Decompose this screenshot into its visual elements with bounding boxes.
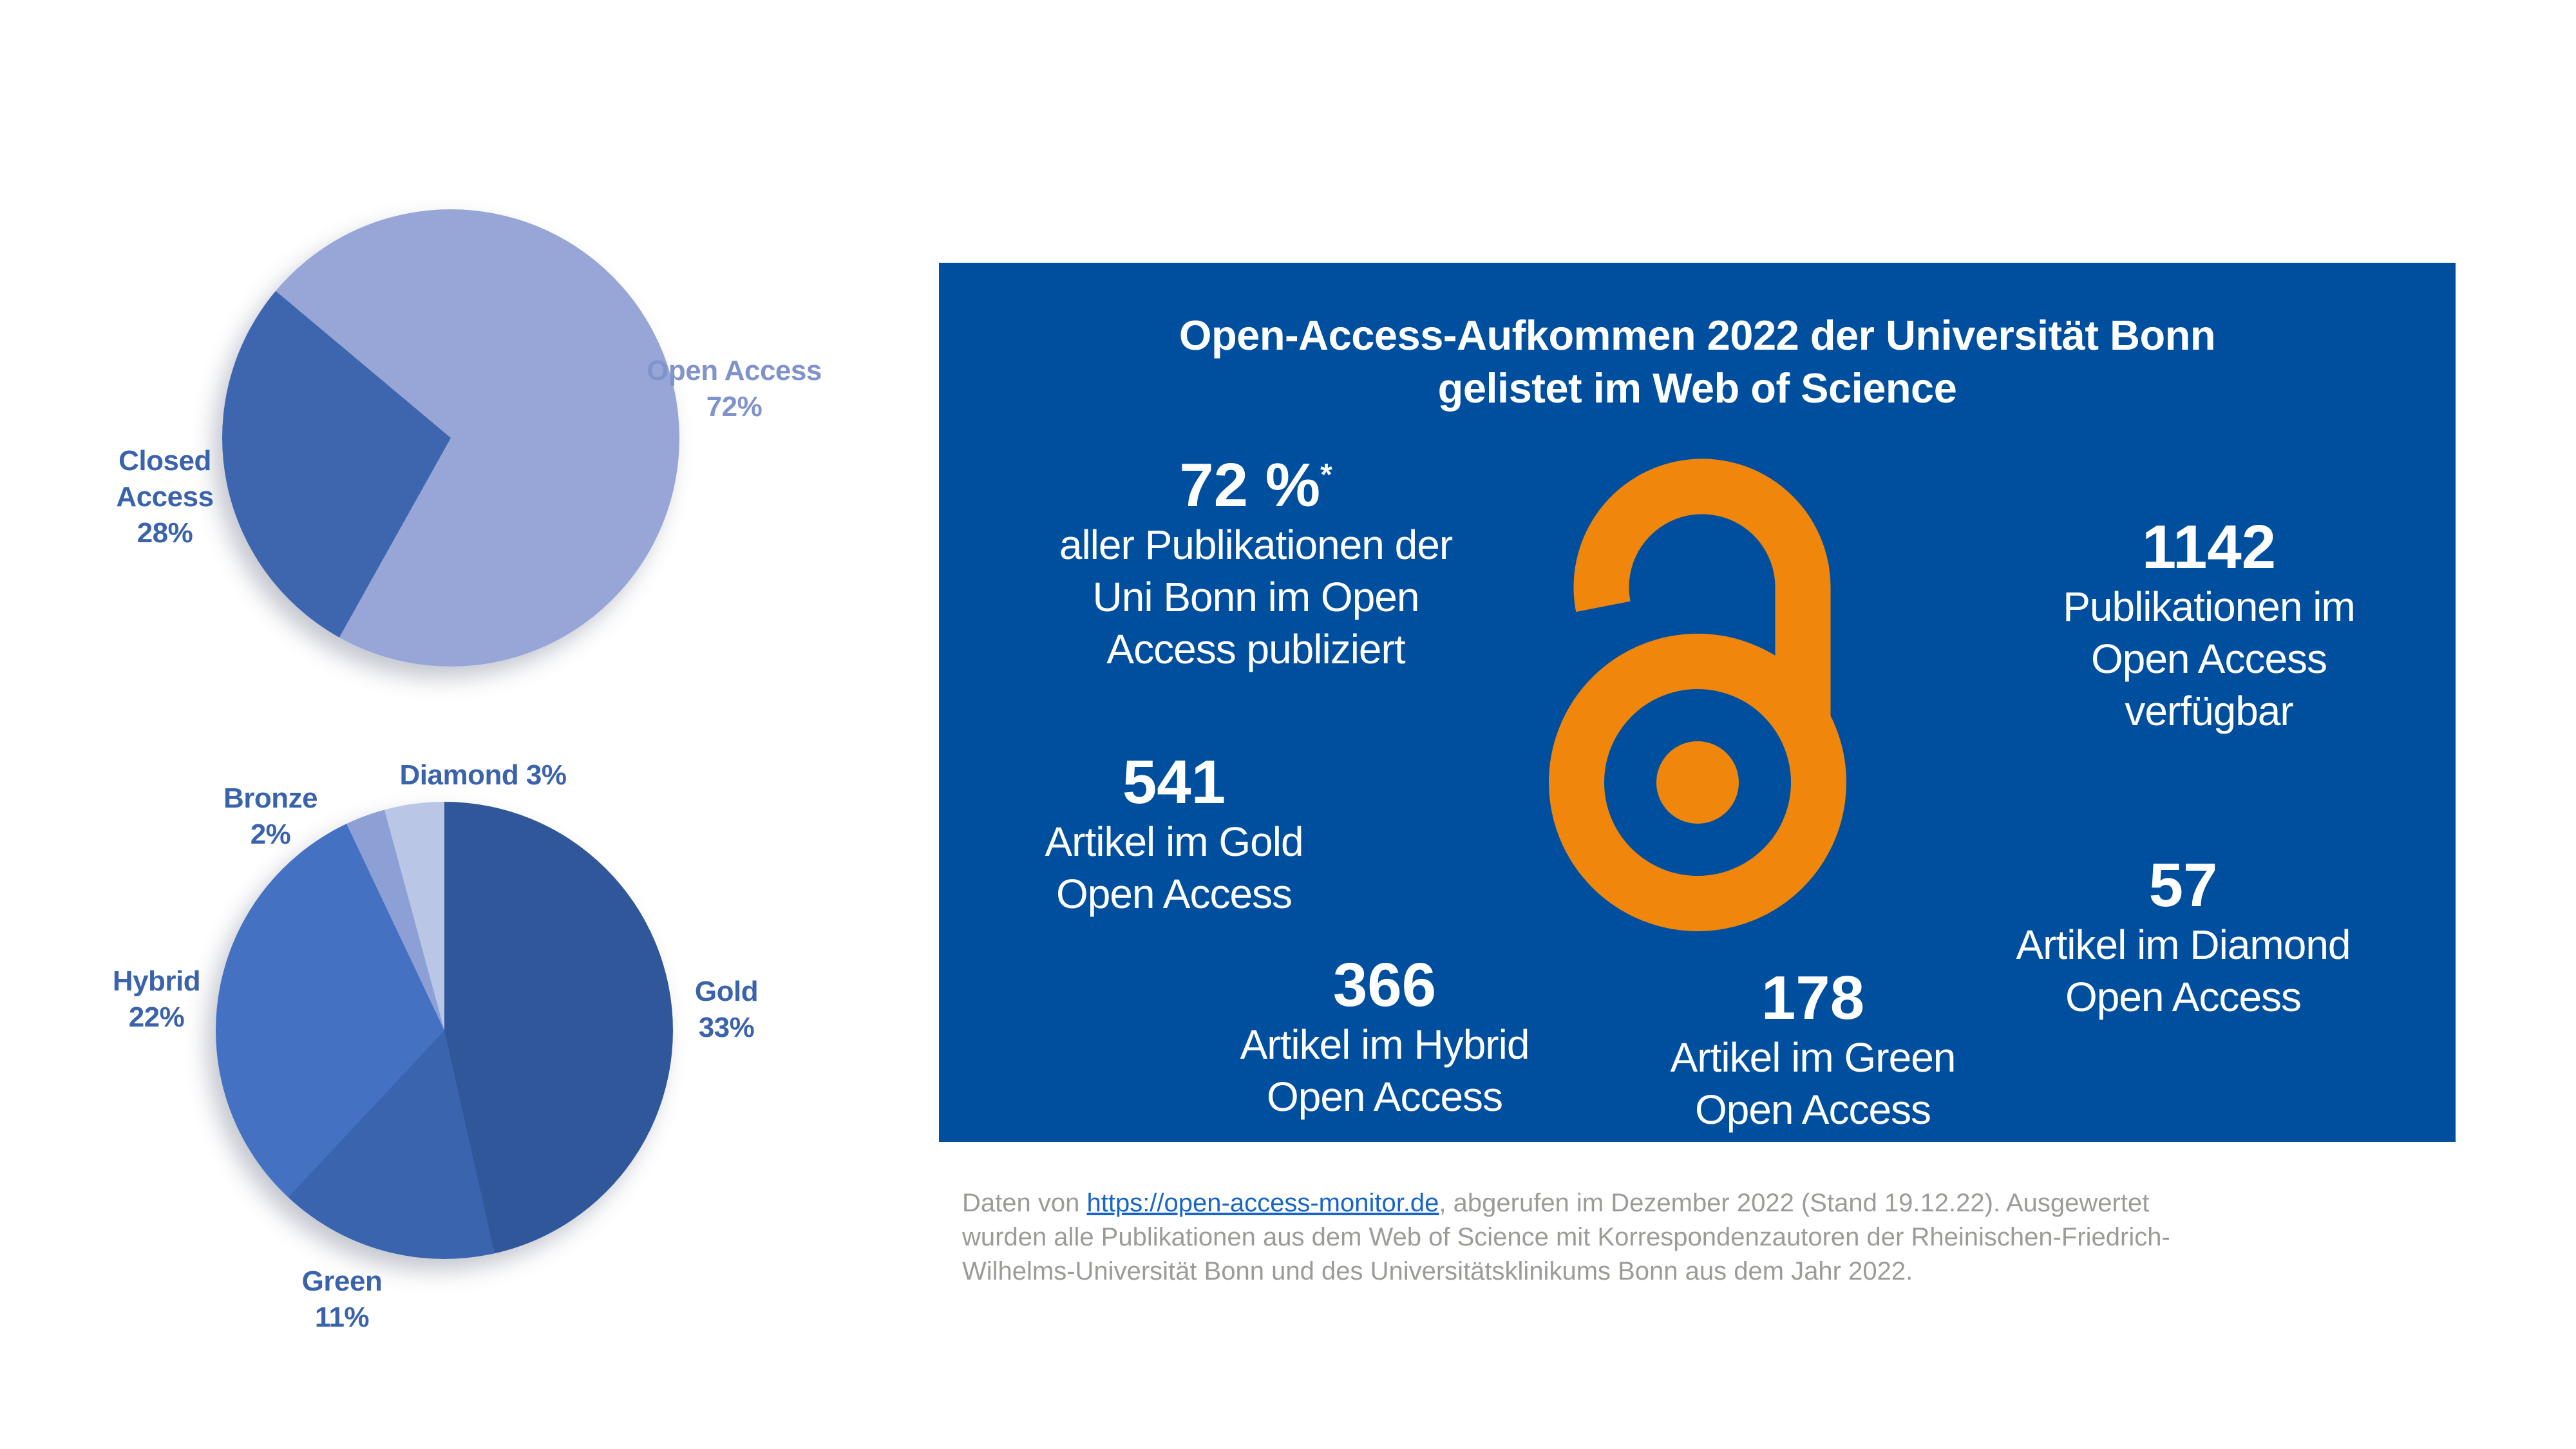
pie2-label-hybrid: Hybrid 22% — [112, 965, 201, 1033]
stat-oa-share: 72 %* aller Publikationen der Uni Bonn i… — [1050, 442, 1462, 676]
stat-oa-total-text: Publikationen im Open Access verfügbar — [2063, 583, 2356, 734]
page-title: Open-Access-Aufkommen 2022 der Universit… — [1179, 312, 2216, 412]
stat-hybrid-number: 366 — [1332, 951, 1437, 1019]
stat-green: 178 Artikel im Green Open Access — [1652, 965, 1974, 1136]
source-text-suffix: , abgerufen im Dezember 2022 (Stand 19.1… — [1439, 1189, 2150, 1217]
source-text-line3: Wilhelms-Universität Bonn und des Univer… — [962, 1257, 1913, 1285]
source-text-prefix: Daten von — [962, 1189, 1087, 1217]
stat-diamond-text: Artikel im Diamond Open Access — [2016, 922, 2351, 1020]
pie2-label-green: Green 11% — [301, 1265, 383, 1333]
pie1-label-open-access: Open Access 72% — [647, 355, 822, 422]
stat-gold-number: 541 — [1122, 748, 1226, 817]
stat-hybrid: 366 Artikel im Hybrid Open Access — [1217, 952, 1552, 1123]
info-box: Open-Access-Aufkommen 2022 der Universit… — [939, 263, 2456, 1142]
source-note: Daten von https://open-access-monitor.de… — [962, 1186, 2508, 1289]
stat-green-text: Artikel im Green Open Access — [1670, 1034, 1956, 1133]
stat-hybrid-text: Artikel im Hybrid Open Access — [1240, 1021, 1530, 1120]
stat-diamond: 57 Artikel im Diamond Open Access — [1984, 852, 2383, 1023]
stat-diamond-number: 57 — [2148, 851, 2218, 920]
pie2-label-gold: Gold 33% — [694, 976, 759, 1043]
stat-green-number: 178 — [1761, 963, 1865, 1032]
stat-gold: 541 Artikel im Gold Open Access — [1019, 749, 1329, 920]
pie-chart-open-vs-closed — [222, 209, 679, 667]
source-text-line2: wurden alle Publikationen aus dem Web of… — [962, 1223, 2170, 1251]
stat-oa-share-text: aller Publikationen der Uni Bonn im Open… — [1059, 522, 1453, 672]
pie2-label-diamond: Diamond 3% — [399, 759, 567, 791]
stat-oa-total-number: 1142 — [2141, 513, 2277, 582]
pie2-label-bronze: Bronze 2% — [223, 782, 318, 850]
stat-oa-total: 1142 Publikationen im Open Access verfüg… — [2041, 514, 2376, 737]
stat-gold-text: Artikel im Gold Open Access — [1045, 819, 1303, 917]
footnote-asterisk: * — [1320, 458, 1332, 492]
lock-body-ring — [1549, 634, 1846, 931]
source-link[interactable]: https://open-access-monitor.de — [1086, 1189, 1439, 1217]
pie-chart-oa-types — [216, 802, 673, 1259]
pie1-label-closed-access: Closed Access 28% — [116, 445, 214, 549]
lock-shackle — [1573, 459, 1831, 721]
lock-keyhole-dot — [1656, 741, 1739, 824]
open-access-lock-icon — [1549, 459, 1846, 931]
stat-oa-share-number: 72 %* — [1179, 451, 1332, 520]
